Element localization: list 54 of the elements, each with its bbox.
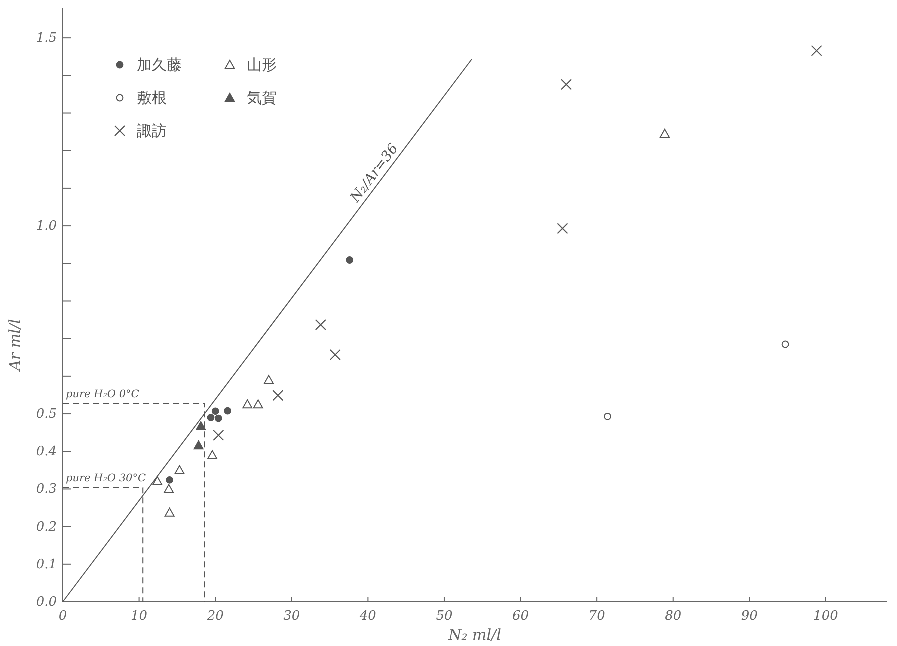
x-tick-label: 90 <box>741 609 758 624</box>
legend-label: 諏訪 <box>137 122 167 140</box>
y-tick-label: 0.5 <box>36 407 57 422</box>
point <box>272 390 284 402</box>
legend-label: 山形 <box>247 56 277 74</box>
point <box>152 476 163 486</box>
point <box>253 400 264 409</box>
point <box>330 349 341 361</box>
y-tick-label: 1.0 <box>36 219 57 234</box>
point <box>212 408 220 416</box>
y-tick-label: 0.0 <box>36 595 57 610</box>
series-label: pure H₂O 30°C <box>66 472 146 485</box>
x-tick-label: 80 <box>665 609 682 624</box>
point <box>208 450 218 460</box>
legend-label: 加久藤 <box>137 56 182 74</box>
x-tick-label: 70 <box>588 609 606 624</box>
point <box>213 430 224 442</box>
point <box>557 223 568 234</box>
point <box>811 45 822 56</box>
point <box>166 476 174 484</box>
point <box>164 508 175 517</box>
y-tick-label: 0.4 <box>36 444 57 460</box>
x-tick-label: 60 <box>512 609 530 624</box>
y-tick-label: 1.5 <box>36 31 57 46</box>
point <box>242 400 253 409</box>
point <box>660 128 670 138</box>
x-tick-label: 20 <box>206 609 224 624</box>
point <box>214 414 222 422</box>
x-tick-label: 50 <box>436 609 453 624</box>
legend-label: 敷根 <box>137 89 167 107</box>
point <box>196 421 206 430</box>
point <box>164 484 174 494</box>
point <box>264 375 274 384</box>
y-tick-label: 0.1 <box>36 557 57 572</box>
y-tick-label: 0.2 <box>36 520 57 535</box>
point <box>315 319 326 330</box>
point <box>782 340 790 348</box>
point <box>561 79 572 90</box>
x-tick-label: 30 <box>284 609 300 624</box>
point <box>604 412 612 420</box>
legend-label: 気賀 <box>247 89 277 107</box>
point <box>174 465 185 474</box>
x-tick-label: 0 <box>58 609 68 624</box>
x-tick-label: 40 <box>358 609 376 624</box>
y-tick-label: 0.3 <box>36 482 57 498</box>
x-tick-label: 100 <box>814 609 838 624</box>
point <box>224 407 232 415</box>
series-label: pure H₂O 0°C <box>66 388 140 400</box>
point <box>194 440 204 450</box>
point <box>346 256 354 264</box>
point <box>207 414 215 422</box>
y-axis-title: Ar ml/l <box>6 318 24 373</box>
x-tick-label: 10 <box>131 609 148 624</box>
x-axis-title: N₂ ml/l <box>448 626 502 644</box>
